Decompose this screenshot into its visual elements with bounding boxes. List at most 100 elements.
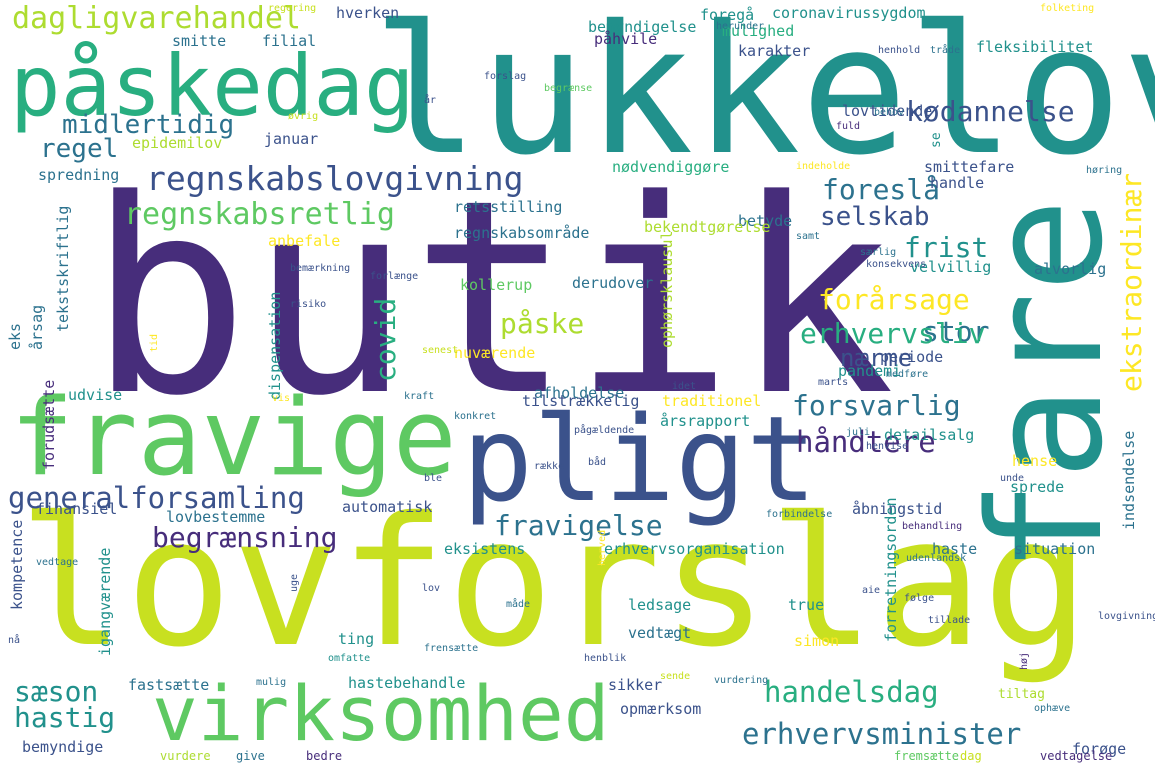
word-dagligvarehandel: dagligvarehandel bbox=[12, 1, 301, 36]
word-forarsage: forårsage bbox=[818, 283, 970, 316]
word-alvorlig: alvorlig bbox=[1034, 260, 1107, 278]
word-behandling: forbindelse bbox=[766, 509, 833, 520]
word-karakter: karakter bbox=[738, 42, 811, 60]
word-aie: herved bbox=[597, 529, 608, 566]
word-tiltag: kompetence bbox=[8, 519, 26, 610]
word-forge: forøge bbox=[1072, 740, 1127, 758]
word-ophaeve: vurdering bbox=[714, 675, 769, 686]
word-horing: behov bbox=[874, 107, 905, 118]
word-handtere: håndtere bbox=[796, 425, 936, 459]
word-henhold: folketing bbox=[1040, 3, 1095, 14]
word-stor: stor bbox=[922, 315, 990, 348]
word-regering: herunder bbox=[716, 21, 765, 32]
word-traditionel: traditionel bbox=[662, 392, 762, 410]
word-forretningsorden: dispensation bbox=[266, 291, 284, 400]
word-na: lovgivning bbox=[1098, 611, 1155, 622]
word-vedtaegt: vedtægt bbox=[628, 624, 692, 642]
word-regnskabslovgivning: regnskabslovgivning bbox=[146, 159, 524, 198]
word-mulig: sende bbox=[660, 671, 691, 682]
word-ble: række bbox=[534, 461, 565, 472]
word-detailsalg: detailsalg bbox=[884, 426, 975, 444]
word-give: tiltag bbox=[998, 687, 1045, 702]
word-hastebehandle: hastebehandle bbox=[348, 674, 466, 692]
word-tekstskriftlig: eks bbox=[6, 322, 24, 350]
word-selskab: selskab bbox=[820, 202, 930, 232]
word-spredning: spredning bbox=[38, 166, 120, 184]
word-saeson: sæson bbox=[14, 675, 99, 708]
word-folge: måde bbox=[506, 599, 531, 610]
word-nodvendiggore: nødvendiggøre bbox=[612, 158, 730, 176]
word-indeholde: fuld bbox=[836, 121, 861, 132]
word-raekke: henvise bbox=[866, 441, 909, 452]
word-kollerup: kollerup bbox=[460, 276, 533, 294]
word-haste: haste bbox=[932, 540, 978, 558]
word-se: bekendtgørelse bbox=[644, 218, 771, 236]
word-vurdering: mulig bbox=[256, 677, 287, 688]
word-idet: senest bbox=[422, 345, 459, 356]
word-arsrapport: årsrapport bbox=[660, 412, 751, 430]
word-indsendelse: indsendelse bbox=[1120, 430, 1138, 530]
word-epidemilov: epidemilov bbox=[132, 134, 223, 152]
word-medfore-right: særlig bbox=[860, 247, 897, 258]
word-ovrig: begrænse bbox=[544, 83, 593, 94]
word-risiko: forlænge bbox=[370, 271, 419, 282]
word-omfatte: nå bbox=[8, 635, 21, 646]
word-herunder: give bbox=[236, 749, 265, 763]
word-smittefare: smittefare bbox=[924, 158, 1015, 176]
word-fare: fare bbox=[955, 198, 1137, 574]
word-pandemi: pandemi bbox=[838, 362, 902, 380]
word-ting: ting bbox=[338, 630, 375, 648]
word-handle: handle bbox=[930, 174, 985, 192]
word-forbindelse: unde bbox=[1000, 473, 1025, 484]
word-forsvarlig: forsvarlig bbox=[792, 389, 961, 422]
word-erhvervsliv: erhvervsliv bbox=[800, 317, 986, 350]
word-paskedag: påskedag bbox=[10, 37, 415, 135]
word-kraft: vis bbox=[272, 393, 291, 404]
word-pahvile: påhvile bbox=[594, 30, 658, 48]
word-fleksibilitet: fleksibilitet bbox=[976, 38, 1094, 56]
word-bemyndigelse: bemyndigelse bbox=[588, 18, 697, 36]
word-konsekvens: samt bbox=[796, 231, 821, 242]
word-naerme: nærme bbox=[840, 344, 913, 372]
word-regnskabsretlig: regnskabsretlig bbox=[124, 197, 395, 232]
word-sikker: sikker bbox=[608, 676, 663, 694]
word-lovgivning: høj bbox=[1019, 651, 1030, 670]
word-begraensning: begrænsning bbox=[152, 521, 338, 554]
word-tid: risiko bbox=[290, 299, 327, 310]
word-juli: båd bbox=[588, 457, 607, 468]
word-mulighed: mulighed bbox=[722, 22, 795, 40]
word-erhvervsorganisation: erhvervsorganisation bbox=[604, 540, 785, 558]
word-abningstid: åbningstid bbox=[852, 500, 943, 518]
word-afholdelse: afholdelse bbox=[534, 384, 625, 402]
word-derudover: derudover bbox=[572, 274, 654, 292]
word-vedtage: udenlandsk bbox=[906, 553, 967, 564]
word-velvillig: velvillig bbox=[910, 258, 992, 276]
word-trade: regering bbox=[268, 3, 317, 14]
word-dag: tilstrækkelig bbox=[522, 392, 640, 410]
word-vis: idet bbox=[672, 381, 697, 392]
word-sprede: sprede bbox=[1010, 478, 1065, 496]
word-bemyndige: bemyndige bbox=[22, 738, 104, 756]
word-bad: pågældende bbox=[574, 425, 635, 436]
word-situation: situation bbox=[1014, 540, 1096, 558]
word-ophorsklausul: tekstskriftlig bbox=[54, 205, 72, 332]
word-dispensation: årsag bbox=[28, 304, 46, 350]
word-pagaeldende: konkret bbox=[454, 411, 497, 422]
word-eks: lovtidende bbox=[842, 102, 933, 120]
word-fremsaette: fremsætte bbox=[894, 749, 960, 763]
word-tillade: følge bbox=[904, 593, 935, 604]
word-samt: indeholde bbox=[796, 161, 851, 172]
word-opmaerksom: opmærksom bbox=[620, 700, 702, 718]
word-lovforslag: lovforslag bbox=[18, 479, 1090, 686]
word-fastsaette: fastsætte bbox=[128, 676, 210, 694]
word-forslag: henhold bbox=[878, 45, 921, 56]
word-grund: ophæve bbox=[1034, 703, 1071, 714]
word-sende: henblik bbox=[584, 653, 627, 664]
word-senest: tid bbox=[149, 333, 160, 352]
word-pligt: pligt bbox=[462, 390, 818, 528]
word-automatisk: automatisk bbox=[342, 498, 433, 516]
word-coronavirussygdom: coronavirussygdom bbox=[772, 4, 926, 22]
word-behov: øvrig bbox=[288, 111, 319, 122]
word-anbefale: anbefale bbox=[268, 232, 341, 250]
